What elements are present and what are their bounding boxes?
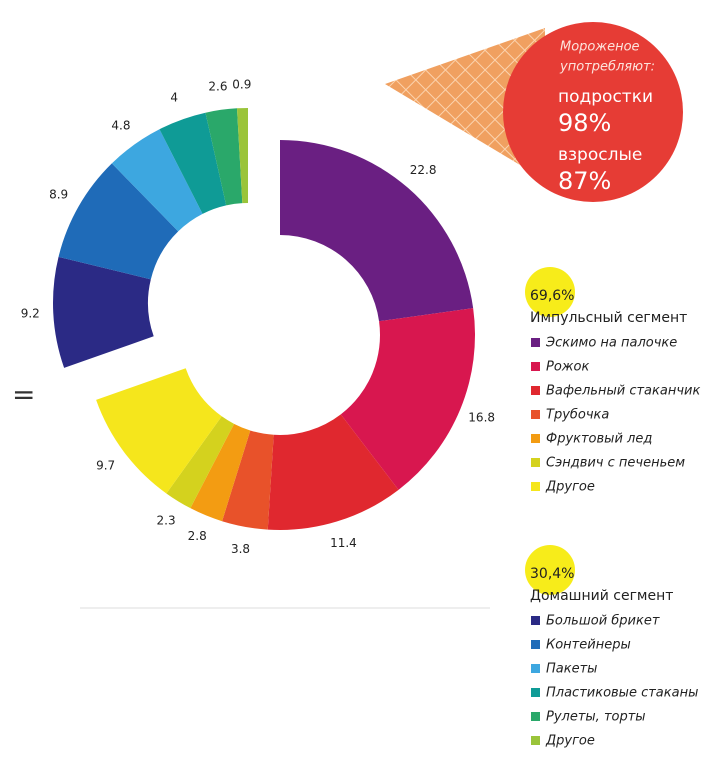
slice-label: 0.9 <box>232 78 251 92</box>
legend-swatch <box>531 664 540 673</box>
legend-label: Другое <box>545 480 595 495</box>
slice-label: 9.2 <box>21 306 40 320</box>
callout-value: 87% <box>558 167 611 195</box>
slice-label: 22.8 <box>410 163 437 177</box>
slice-label: 8.9 <box>49 187 68 201</box>
legend-label: Трубочка <box>546 408 609 423</box>
slice-label: 3.8 <box>231 542 250 556</box>
callout-title: Мороженое <box>560 40 640 55</box>
slice-label: 2.6 <box>208 80 227 94</box>
legend-swatch <box>531 362 540 371</box>
infographic: Мороженое употребляют: подростки 98% взр… <box>0 0 714 762</box>
callout-title: употребляют: <box>559 60 655 75</box>
legend-swatch <box>531 616 540 625</box>
legend-swatch <box>531 712 540 721</box>
legend-swatch <box>531 640 540 649</box>
slice-label: 11.4 <box>330 536 357 550</box>
slice-label: 2.3 <box>157 513 176 527</box>
slice-label: 4 <box>170 90 178 104</box>
segment-name: Импульсный сегмент <box>530 310 687 326</box>
legend-label: Сэндвич с печеньем <box>546 456 685 471</box>
equals-sign: = <box>12 378 35 411</box>
legend-label: Другое <box>545 734 595 749</box>
legend-swatch <box>531 736 540 745</box>
slice-label: 9.7 <box>96 458 115 472</box>
legend-label: Рожок <box>546 360 589 375</box>
slice-label: 16.8 <box>468 410 495 424</box>
legend-swatch <box>531 338 540 347</box>
legend-label: Эскимо на палочке <box>545 336 677 351</box>
legend-label: Рулеты, торты <box>546 710 646 725</box>
callout-value: 98% <box>558 109 611 137</box>
slice-label: 4.8 <box>111 118 130 132</box>
legend-swatch <box>531 458 540 467</box>
legend-swatch <box>531 410 540 419</box>
callout-label: взрослые <box>558 145 642 165</box>
legend-label: Пакеты <box>546 662 597 677</box>
segment-share: 30,4% <box>530 566 574 582</box>
legend-label: Контейнеры <box>546 638 631 653</box>
segment-share: 69,6% <box>530 288 574 304</box>
legend-swatch <box>531 434 540 443</box>
donut-slice <box>280 140 473 321</box>
slice-label: 2.8 <box>188 529 207 543</box>
legend-swatch <box>531 688 540 697</box>
legend-label: Фруктовый лед <box>546 432 652 447</box>
legend-label: Вафельный стаканчик <box>546 384 700 399</box>
segment-name: Домашний сегмент <box>530 588 673 604</box>
legend-swatch <box>531 482 540 491</box>
legend-swatch <box>531 386 540 395</box>
callout-label: подростки <box>558 87 653 107</box>
legend-label: Пластиковые стаканы <box>546 686 698 701</box>
legend-label: Большой брикет <box>546 614 660 629</box>
